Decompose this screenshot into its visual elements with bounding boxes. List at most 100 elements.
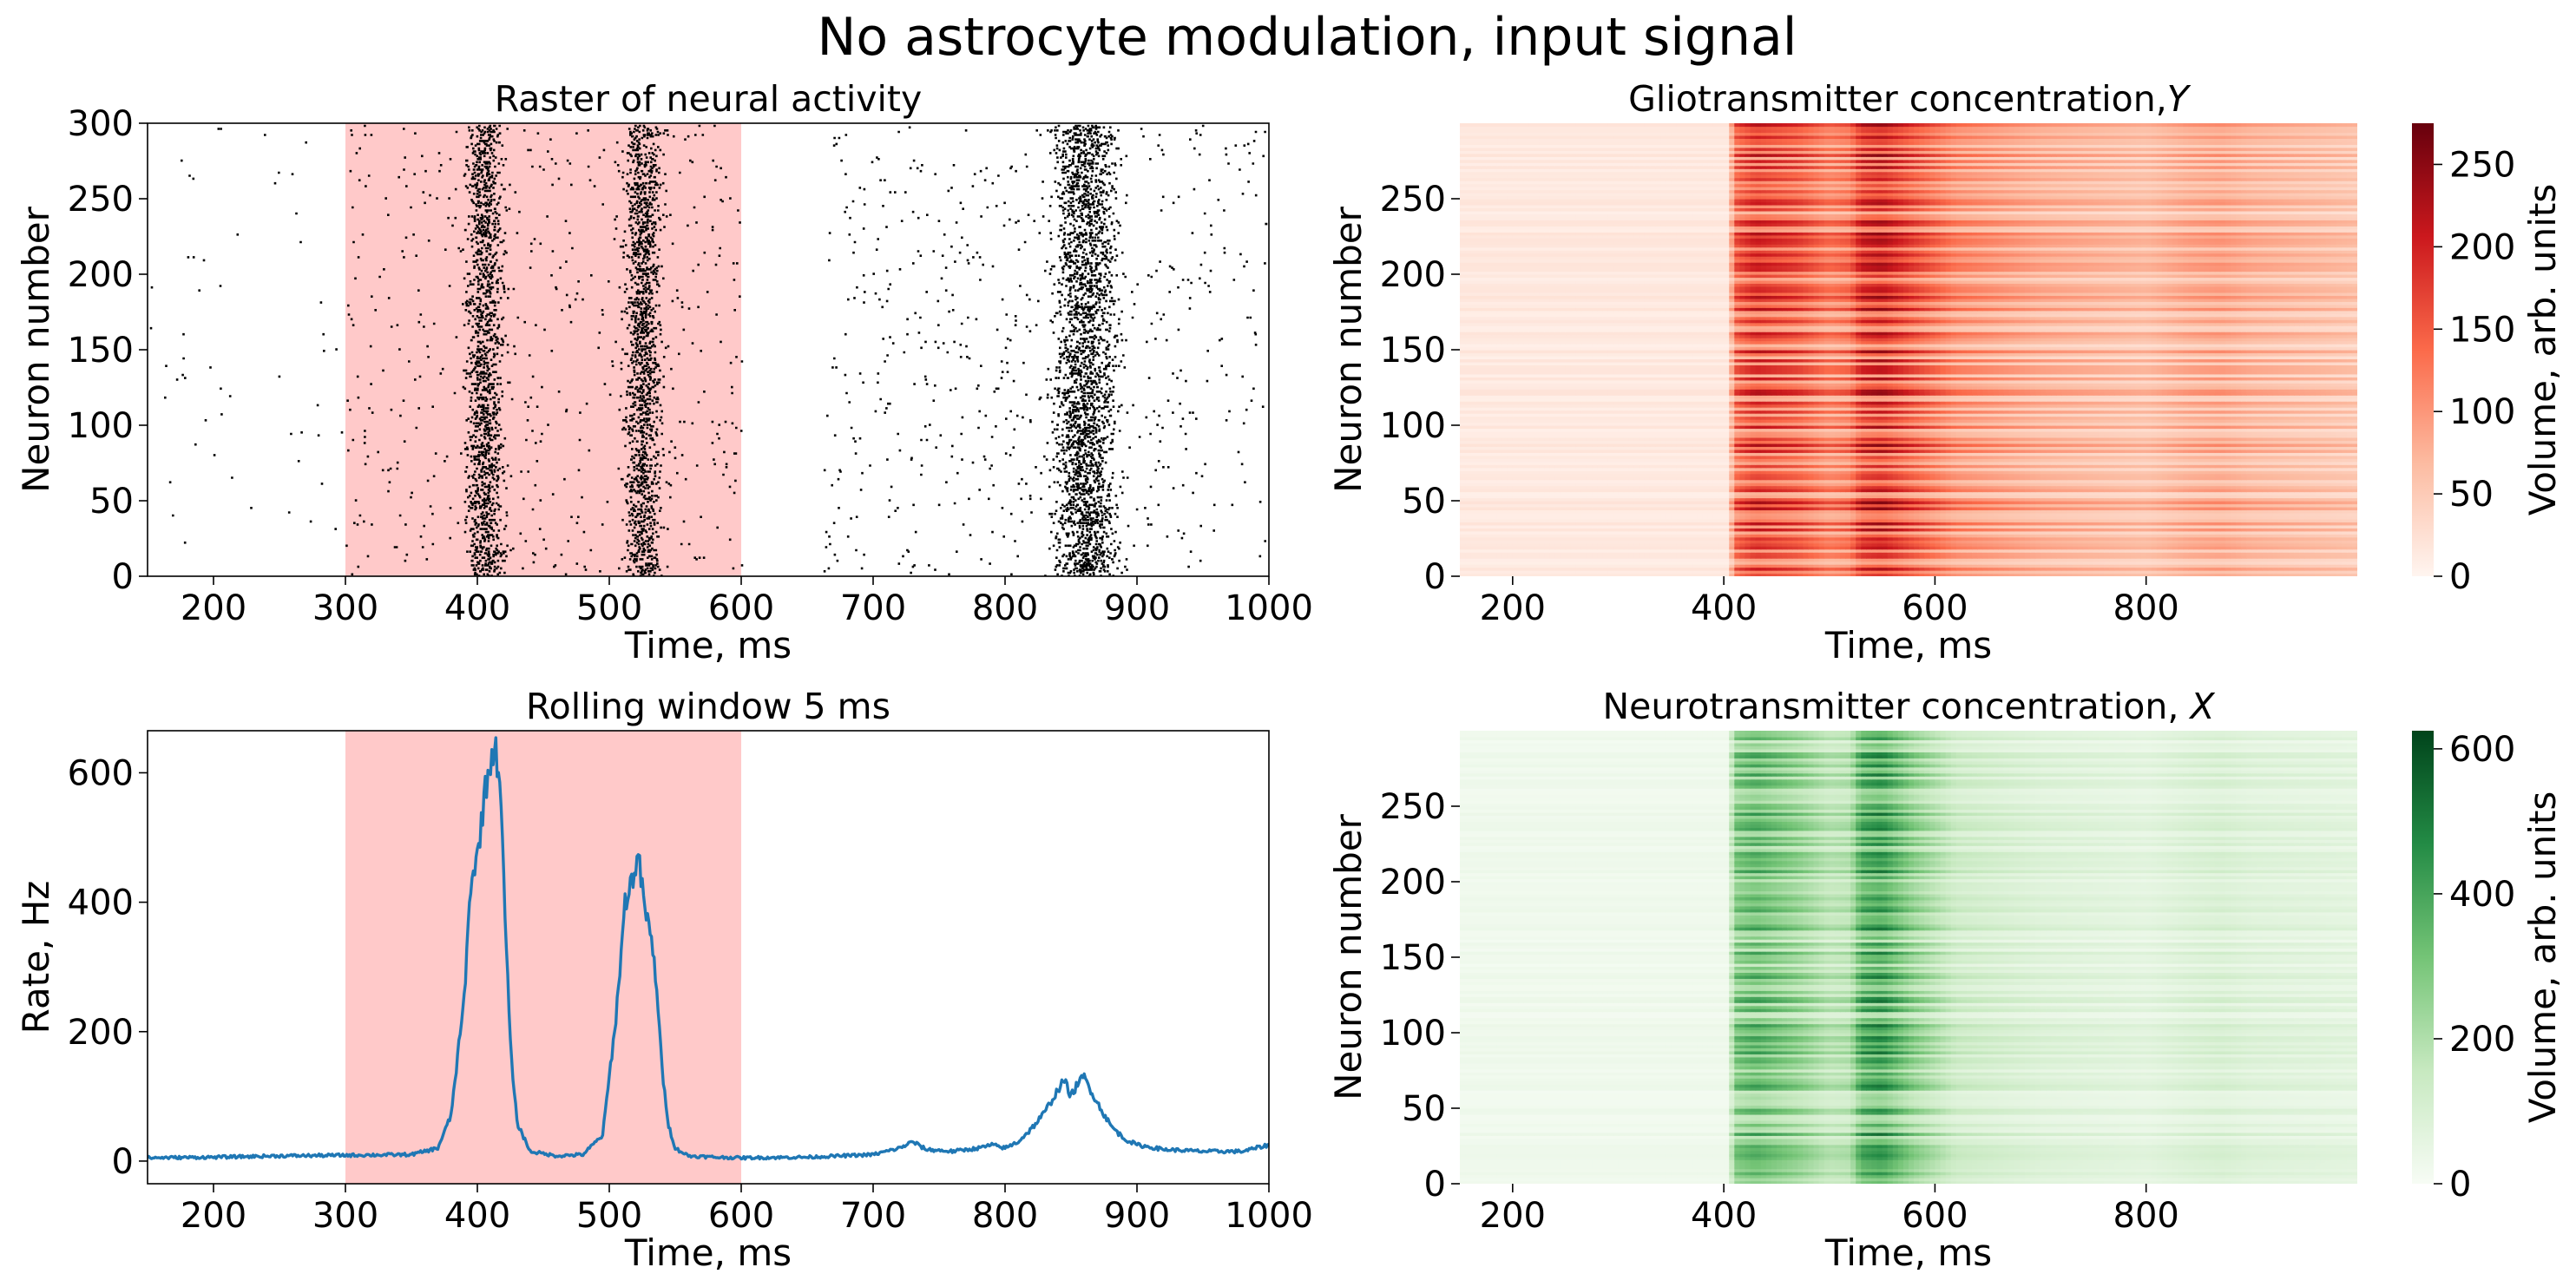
glio-cell [1512, 561, 1519, 565]
glio-cell [1639, 506, 1646, 511]
glio-cell [1861, 534, 1867, 538]
glio-cell [1649, 530, 1656, 535]
glio-cell [1797, 552, 1804, 556]
glio-cell [1834, 548, 1841, 553]
glio-cell [2283, 522, 2290, 526]
glio-cell [1539, 524, 1545, 529]
glio-cell [1729, 552, 1735, 556]
glio-cell [2008, 515, 2015, 520]
glio-cell [2130, 561, 2137, 565]
glio-cell [2262, 570, 2269, 575]
glio-cell [1856, 564, 1862, 568]
glio-cell [1792, 506, 1798, 511]
glio-cell [1745, 489, 1751, 493]
glio-cell [1993, 530, 1999, 535]
glio-cell [2277, 518, 2284, 522]
glio-cell [2077, 495, 2084, 499]
glio-cell [1750, 555, 1757, 559]
glio-cell [1707, 552, 1714, 556]
glio-cell [1507, 497, 1514, 502]
glio-cell [2283, 501, 2290, 505]
glio-cell [1924, 564, 1930, 568]
glio-cell [2299, 548, 2305, 553]
glio-cell [1929, 518, 1936, 522]
glio-cell [1575, 546, 1582, 550]
glio-cell [2183, 548, 2189, 553]
glio-cell [2304, 548, 2310, 553]
glio-cell [2204, 552, 2211, 556]
glio-cell [1707, 573, 1714, 576]
glio-cell [2019, 542, 2026, 547]
glio-cell [2167, 512, 2173, 516]
glio-cell [2151, 512, 2158, 516]
glio-cell [1935, 546, 1942, 550]
glio-cell [1834, 530, 1841, 535]
glio-cell [1486, 530, 1493, 535]
glio-cell [1824, 489, 1830, 493]
glio-cell [1618, 530, 1625, 535]
glio-cell [2341, 548, 2348, 553]
glio-cell [2014, 515, 2021, 520]
glio-cell [1824, 558, 1830, 562]
glio-cell [1712, 489, 1719, 493]
glio-cell [1813, 509, 1820, 514]
glio-cell [2188, 503, 2195, 508]
glio-cell [1734, 552, 1740, 556]
glio-cell [1940, 534, 1947, 538]
glio-cell [1808, 530, 1815, 535]
glio-cell [1966, 495, 1973, 499]
glio-cell [1618, 555, 1625, 559]
glio-cell [1829, 536, 1836, 541]
glio-cell [1950, 509, 1957, 514]
glio-cell [1982, 530, 1988, 535]
glio-cell [2320, 524, 2327, 529]
glio-cell [1676, 542, 1683, 547]
glio-cell [1681, 542, 1688, 547]
glio-cell [1871, 540, 1878, 544]
glio-cell [1745, 567, 1751, 571]
glio-cell [1549, 530, 1556, 535]
glio-cell [1897, 555, 1904, 559]
glio-cell [2151, 501, 2158, 505]
glio-cell [2082, 567, 2089, 571]
glio-cell [1850, 503, 1856, 508]
glio-cell [2167, 530, 2173, 535]
glio-cell [1750, 534, 1757, 538]
glio-cell [1782, 530, 1788, 535]
glio-cell [1607, 528, 1613, 532]
glio-cell [1507, 558, 1514, 562]
glio-cell [1481, 497, 1488, 502]
glio-cell [1639, 552, 1646, 556]
glio-cell [1834, 540, 1841, 544]
glio-cell [1692, 546, 1699, 550]
glio-cell [1808, 495, 1815, 499]
glio-cell [1739, 558, 1746, 562]
glio-cell [1602, 564, 1608, 568]
glio-cell [2161, 522, 2168, 526]
glio-cell [2251, 491, 2258, 496]
glio-cell [2183, 567, 2189, 571]
raster-ytick-label: 50 [89, 482, 134, 522]
glio-cell [1575, 512, 1582, 516]
glio-cell [1729, 501, 1735, 505]
glio-cell [1902, 546, 1909, 550]
rate-title: Rolling window 5 ms [526, 686, 890, 727]
glio-cell [1945, 552, 1952, 556]
glio-cell [1808, 570, 1815, 575]
glio-cell [1580, 558, 1587, 562]
glio-cell [1539, 489, 1545, 493]
glio-cell [2246, 512, 2252, 516]
glio-cell [1834, 522, 1841, 526]
glio-cell [2125, 542, 2132, 547]
glio-cell [1755, 491, 1762, 496]
glio-cell [2082, 530, 2089, 535]
glio-cell [2304, 540, 2310, 544]
glio-cell [2236, 503, 2242, 508]
glio-cell [1565, 564, 1572, 568]
glio-cell [2330, 534, 2337, 538]
glio-cell [1580, 515, 1587, 520]
glio-cell [2109, 522, 2115, 526]
glio-cell [1565, 509, 1572, 514]
glio-cell [1481, 540, 1488, 544]
glio-cell [2040, 495, 2047, 499]
